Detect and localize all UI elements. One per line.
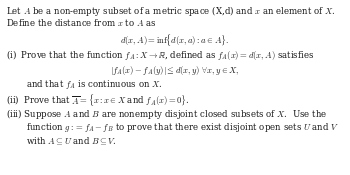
Text: (ii)  Prove that $\overline{A} = \{x : x \in X$ and $f_A(x) = 0\}$.: (ii) Prove that $\overline{A} = \{x : x …	[6, 92, 190, 108]
Text: Define the distance from $x$ to $A$ as: Define the distance from $x$ to $A$ as	[6, 17, 157, 28]
Text: $d(x, A) = \mathrm{inf}\{d(x, a) : a \in A\}.$: $d(x, A) = \mathrm{inf}\{d(x, a) : a \in…	[120, 32, 230, 48]
Text: (i)  Prove that the function $f_A : X \rightarrow \mathbb{R}$, defined as $f_A(x: (i) Prove that the function $f_A : X \ri…	[6, 48, 315, 62]
Text: (iii) Suppose $A$ and $B$ are nonempty disjoint closed subsets of $X$.  Use the: (iii) Suppose $A$ and $B$ are nonempty d…	[6, 107, 328, 121]
Text: function $g := f_A - f_B$ to prove that there exist disjoint open sets $U$ and $: function $g := f_A - f_B$ to prove that …	[26, 121, 340, 134]
Text: with $A \subseteq U$ and $B \subseteq V$.: with $A \subseteq U$ and $B \subseteq V$…	[26, 136, 117, 148]
Text: and that $f_A$ is continuous on $X$.: and that $f_A$ is continuous on $X$.	[26, 78, 163, 91]
Text: Let $A$ be a non-empty subset of a metric space (X,d) and $x$ an element of $X$.: Let $A$ be a non-empty subset of a metri…	[6, 4, 336, 18]
Text: $|f_A(x) - f_A(y)| \leq d(x, y)\ \forall x, y \in X,$: $|f_A(x) - f_A(y)| \leq d(x, y)\ \forall…	[110, 64, 240, 76]
